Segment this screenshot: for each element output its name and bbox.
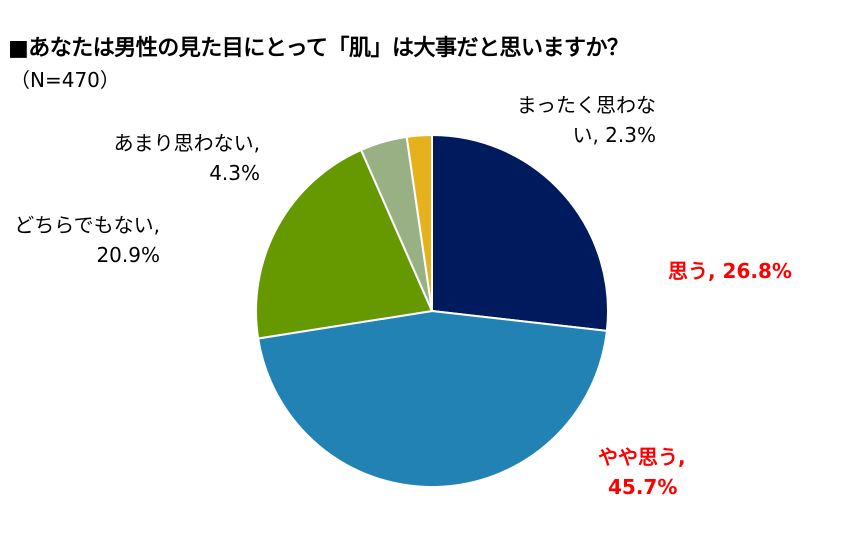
pie-slice-5 bbox=[405, 133, 433, 312]
slice-label-line: 4.3% bbox=[209, 161, 260, 185]
pie-slice-1 bbox=[431, 133, 609, 332]
slice-label-1: 思う, 26.8% bbox=[668, 256, 792, 286]
slice-label-line: 思う, 26.8% bbox=[668, 259, 792, 283]
slice-label-4: あまり思わない, 4.3% bbox=[98, 128, 260, 188]
slice-label-line: あまり思わない, bbox=[113, 131, 260, 155]
slice-label-5: まったく思わない, 2.3% bbox=[496, 90, 656, 150]
chart-subtitle: （N=470） bbox=[10, 68, 120, 92]
slice-label-line: い, 2.3% bbox=[572, 123, 656, 147]
slice-label-line: どちらでもない, bbox=[14, 213, 160, 237]
slice-label-line: まったく思わな bbox=[516, 93, 656, 117]
chart-title: ■あなたは男性の見た目にとって「肌」は大事だと思いますか？ bbox=[8, 36, 629, 61]
slice-label-line: 20.9% bbox=[96, 243, 160, 267]
slice-label-3: どちらでもない, 20.9% bbox=[10, 210, 160, 270]
slice-label-2: やや思う, 45.7% bbox=[598, 442, 686, 502]
slice-label-line: やや思う, bbox=[598, 445, 686, 469]
pie-slice-3 bbox=[255, 148, 434, 340]
slice-label-line: 45.7% bbox=[608, 475, 678, 499]
pie-slice-2 bbox=[257, 309, 608, 488]
